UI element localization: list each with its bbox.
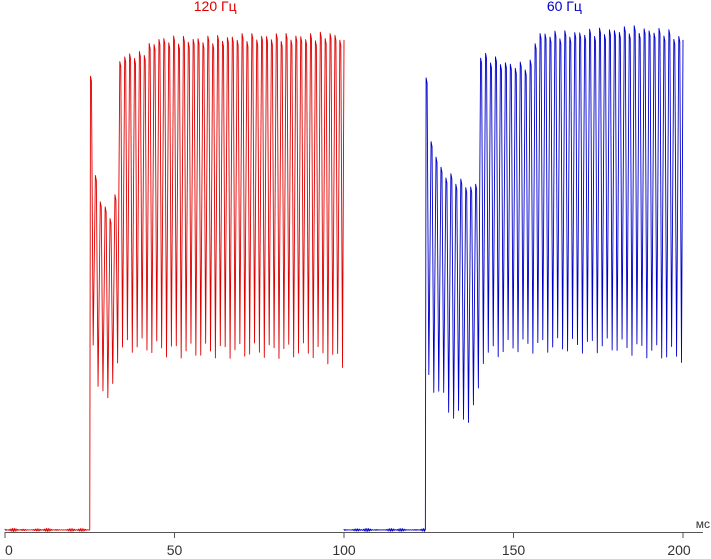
- x-axis-unit: мс: [696, 517, 710, 531]
- series-line-60hz: [343, 25, 684, 532]
- x-tick-label: 0: [5, 542, 13, 558]
- x-tick-label: 150: [502, 542, 526, 558]
- series-label-120hz: 120 Гц: [194, 0, 237, 14]
- x-tick-label: 100: [332, 542, 356, 558]
- x-tick-label: 200: [667, 542, 691, 558]
- x-tick-label: 50: [167, 542, 183, 558]
- x-axis-ticks: 0 50 100 150 200: [4, 532, 691, 558]
- plot-area: [4, 25, 684, 532]
- series-label-60hz: 60 Гц: [547, 0, 582, 14]
- series-line-120hz: [4, 31, 345, 532]
